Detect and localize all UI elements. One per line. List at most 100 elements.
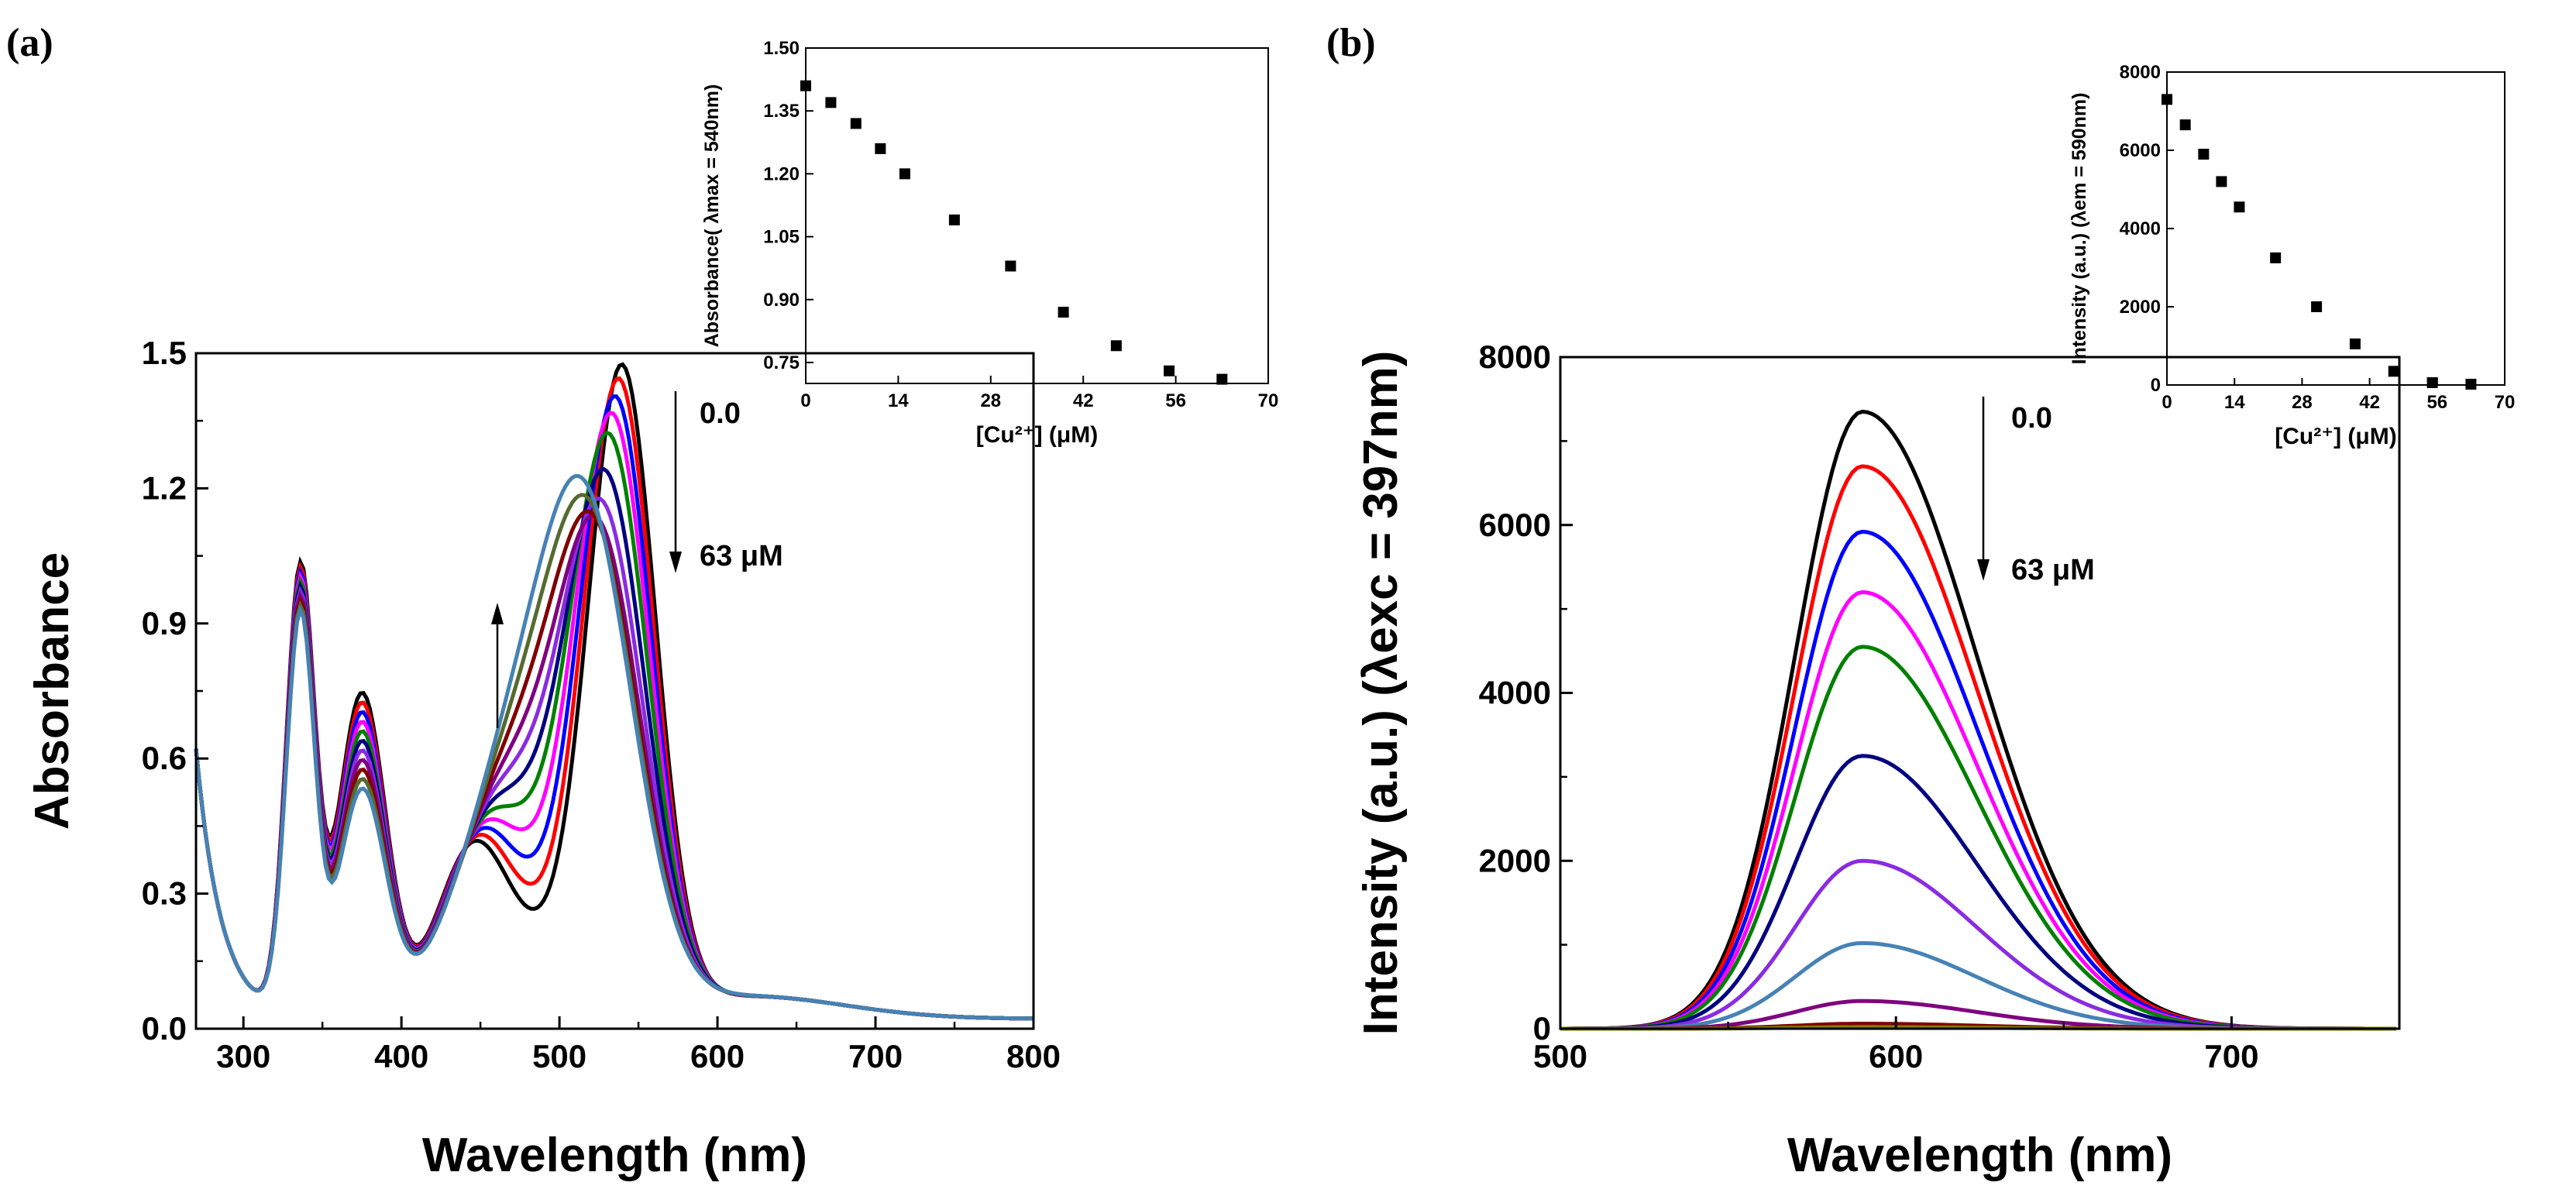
inset-x-tick-label: 0	[800, 390, 810, 411]
inset-x-tick-label: 28	[980, 390, 1001, 411]
y-tick-label: 0.0	[142, 1010, 187, 1047]
panel-a-inset: 0.75 0.90 1.05 1.20 1.35 1.50 0 14 28 42 56 70 [Cu²⁺…	[701, 38, 1278, 448]
inset-x-tick-label: 28	[2292, 392, 2313, 413]
y-tick-label: 0	[1533, 1010, 1551, 1047]
x-axis-title: Wavelength (nm)	[422, 1129, 807, 1182]
down-arrow-head	[1977, 559, 1990, 581]
down-arrow-head	[669, 552, 682, 573]
x-tick-label: 600	[1869, 1038, 1923, 1074]
emission-series-2	[1560, 464, 2396, 1031]
inset-data-point	[2216, 176, 2227, 187]
inset-x-tick-label: 14	[888, 390, 909, 411]
panel-label-b: (b)	[1326, 21, 1376, 65]
inset-y-tick-label: 1.35	[763, 101, 800, 122]
y-axis-title: Absorbance	[26, 552, 79, 830]
inset-y-tick-label: 1.20	[763, 163, 800, 184]
spectrum-series-2	[194, 376, 1033, 1021]
inset-data-point	[2162, 94, 2172, 105]
y-tick-label: 0.9	[142, 605, 187, 641]
emission-series-1	[1560, 409, 2396, 1031]
x-tick-label: 800	[1006, 1038, 1061, 1074]
x-tick-label: 700	[848, 1038, 903, 1074]
y-tick-label: 2000	[1479, 842, 1551, 878]
inset-y-tick-label: 0.90	[763, 290, 800, 311]
spectrum-series-11	[194, 473, 1033, 1021]
y-tick-label: 0.6	[142, 740, 187, 776]
spectrum-series-4	[194, 411, 1033, 1021]
inset-y-tick-label: 8000	[2120, 62, 2161, 83]
y-tick-label: 1.2	[142, 469, 187, 506]
inset-data-point	[2179, 119, 2191, 131]
x-tick-label: 300	[216, 1038, 270, 1074]
panel-b: (b) 0 2000 4000 6000 8000 500 600 700 Wavelength …	[1326, 21, 2401, 1182]
x-tick-label: 500	[1533, 1038, 1587, 1074]
inset-data-point	[2311, 301, 2323, 312]
inset-y-tick-label: 1.05	[763, 227, 800, 248]
x-tick-label: 600	[690, 1038, 745, 1074]
x-tick-label: 500	[532, 1038, 586, 1074]
panel-label-a: (a)	[6, 21, 53, 65]
plot-frame	[805, 47, 1269, 384]
inset-y-axis-title: Absorbance( λmax = 540nm)	[701, 84, 723, 348]
y-tick-label: 4000	[1479, 675, 1551, 711]
y-axis-title: Intensity (a.u.) (λexc = 397nm)	[1354, 351, 1408, 1036]
arrow-top-label: 0.0	[2011, 402, 2052, 435]
inset-y-tick-label: 1.50	[763, 38, 800, 59]
inset-x-axis-title: [Cu²⁺] (μM)	[976, 422, 1098, 448]
inset-data-point	[2426, 376, 2438, 388]
y-tick-label: 0.3	[142, 875, 187, 912]
inset-x-tick-label: 70	[1258, 390, 1279, 411]
y-tick-label: 6000	[1479, 507, 1551, 543]
inset-data-point	[825, 97, 837, 108]
plot-frame	[194, 352, 1035, 1030]
inset-data-point	[2270, 252, 2282, 263]
inset-y-tick-label: 0.75	[763, 352, 800, 373]
inset-data-point	[1058, 306, 1069, 318]
spectrum-series-5	[194, 430, 1033, 1021]
inset-x-tick-label: 42	[2359, 392, 2380, 413]
arrow-top-label: 0.0	[700, 397, 741, 430]
inset-x-tick-label: 70	[2495, 392, 2516, 413]
inset-x-tick-label: 0	[2162, 392, 2172, 413]
inset-data-point	[2349, 338, 2361, 349]
up-arrow-head	[491, 603, 504, 624]
emission-series-7	[1560, 858, 2396, 1031]
inset-y-axis-title: Intensity (a.u.) (λem = 590nm)	[2069, 93, 2090, 365]
y-tick-label: 1.5	[142, 335, 187, 371]
inset-x-tick-label: 14	[2224, 392, 2245, 413]
inset-y-tick-label: 2000	[2120, 297, 2161, 318]
inset-y-tick-label: 4000	[2120, 218, 2161, 239]
inset-data-point	[899, 168, 910, 180]
panel-b-inset: 0 2000 4000 6000 8000 0 14 28 42 56 70 [Cu²⁺] (μM) I…	[2069, 62, 2515, 449]
inset-x-tick-label: 56	[1165, 390, 1186, 411]
inset-data-point	[2465, 378, 2477, 390]
inset-y-tick-label: 0	[2151, 375, 2161, 396]
inset-data-point	[800, 80, 811, 91]
x-tick-label: 400	[374, 1038, 428, 1074]
inset-data-point	[2198, 149, 2210, 160]
inset-y-tick-label: 6000	[2120, 140, 2161, 161]
x-tick-label: 700	[2204, 1038, 2258, 1074]
inset-data-point	[1164, 365, 1175, 376]
emission-series-5	[1560, 644, 2396, 1031]
x-axis-title: Wavelength (nm)	[1787, 1129, 2172, 1182]
spectrum-series-1	[194, 362, 1033, 1021]
emission-series-3	[1560, 529, 2396, 1031]
inset-x-tick-label: 42	[1073, 390, 1094, 411]
inset-data-point	[1216, 373, 1228, 385]
inset-x-axis-title: [Cu²⁺] (μM)	[2275, 424, 2396, 449]
inset-data-point	[948, 214, 960, 225]
panel-a: (a) 0.0 0.3 0.6 0.9 1.2 1.5 300 400 500 600 700 800 W…	[6, 21, 1061, 1182]
inset-data-point	[1110, 340, 1122, 352]
y-tick-label: 8000	[1479, 339, 1551, 375]
inset-x-tick-label: 56	[2426, 392, 2447, 413]
arrow-bottom-label: 63 μM	[2011, 554, 2095, 586]
inset-data-point	[2234, 201, 2245, 213]
inset-data-point	[875, 143, 886, 154]
inset-data-point	[1005, 260, 1016, 272]
inset-data-point	[2388, 366, 2399, 377]
spectrum-series-6	[194, 466, 1033, 1021]
arrow-bottom-label: 63 μM	[700, 540, 783, 572]
inset-data-point	[850, 118, 862, 129]
